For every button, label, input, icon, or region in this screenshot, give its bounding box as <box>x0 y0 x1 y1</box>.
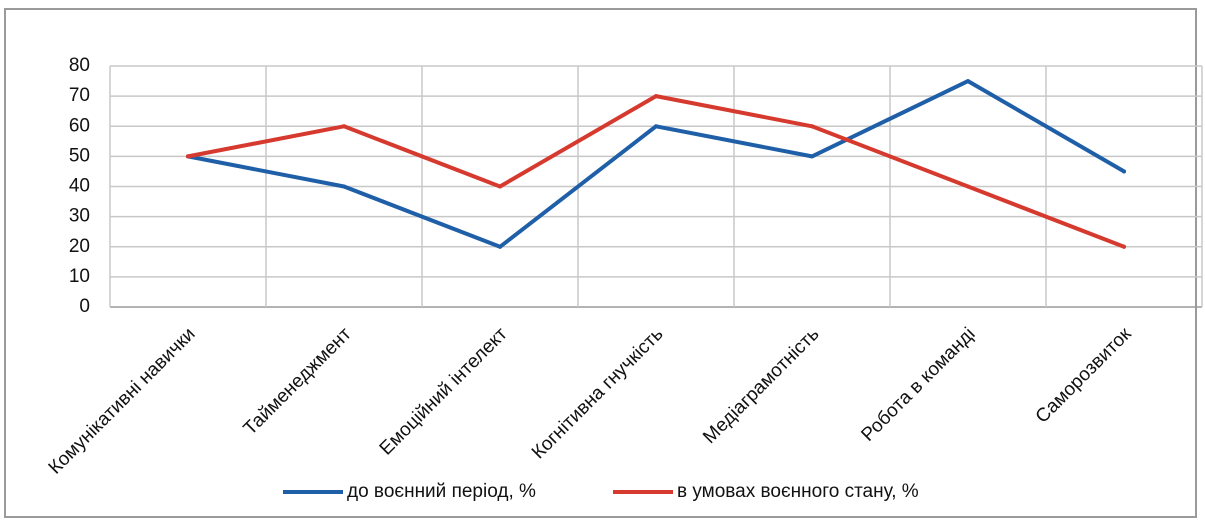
series-2-point <box>966 184 970 189</box>
series-2-point <box>186 154 190 159</box>
x-axis-ticks: Комунікативні навички Тайменеджмент Емоцій… <box>45 323 1136 478</box>
series-1-point <box>654 124 658 129</box>
legend-label-1: до воєнний період, % <box>347 481 536 502</box>
y-tick-label: 10 <box>69 266 90 287</box>
grid <box>109 65 1203 308</box>
y-axis-ticks: 0 10 20 30 40 50 60 70 80 <box>69 55 90 317</box>
y-tick-label: 60 <box>69 115 90 136</box>
x-tick-label: Емоційний інтелект <box>376 323 512 459</box>
y-tick-label: 70 <box>69 85 90 106</box>
x-tick-label: Тайменеджмент <box>240 323 356 439</box>
series-2-point <box>498 184 502 189</box>
x-tick-label: Медіаграмотність <box>699 324 823 448</box>
series-2-point <box>1122 244 1126 249</box>
x-tick-label: Комунікативні навички <box>45 324 200 479</box>
legend-label-2: в умовах воєнного стану, % <box>677 481 919 502</box>
series-2-point <box>342 124 346 129</box>
series-1-point <box>342 184 346 189</box>
y-tick-label: 30 <box>69 206 90 227</box>
series-1-point <box>810 154 814 159</box>
y-tick-label: 50 <box>69 145 90 166</box>
series-line-1 <box>186 79 1126 249</box>
chart-frame <box>4 8 1197 518</box>
series-1-point <box>498 244 502 249</box>
x-tick-label: Саморозвиток <box>1032 323 1136 427</box>
y-tick-label: 40 <box>69 176 90 197</box>
y-tick-label: 80 <box>69 55 90 76</box>
x-tick-label: Когнітивна гнучкість <box>528 324 668 464</box>
series-lines <box>186 79 1126 249</box>
series-1-point <box>966 79 970 84</box>
legend: до воєнний період, % в умовах воєнного ст… <box>283 481 919 502</box>
series-2-point <box>654 94 658 99</box>
series-1-point <box>1122 169 1126 174</box>
y-tick-label: 20 <box>69 236 90 257</box>
series-2-point <box>810 124 814 129</box>
x-tick-label: Робота в команді <box>857 324 979 446</box>
y-tick-label: 0 <box>79 296 90 317</box>
series-line-2 <box>186 94 1126 249</box>
